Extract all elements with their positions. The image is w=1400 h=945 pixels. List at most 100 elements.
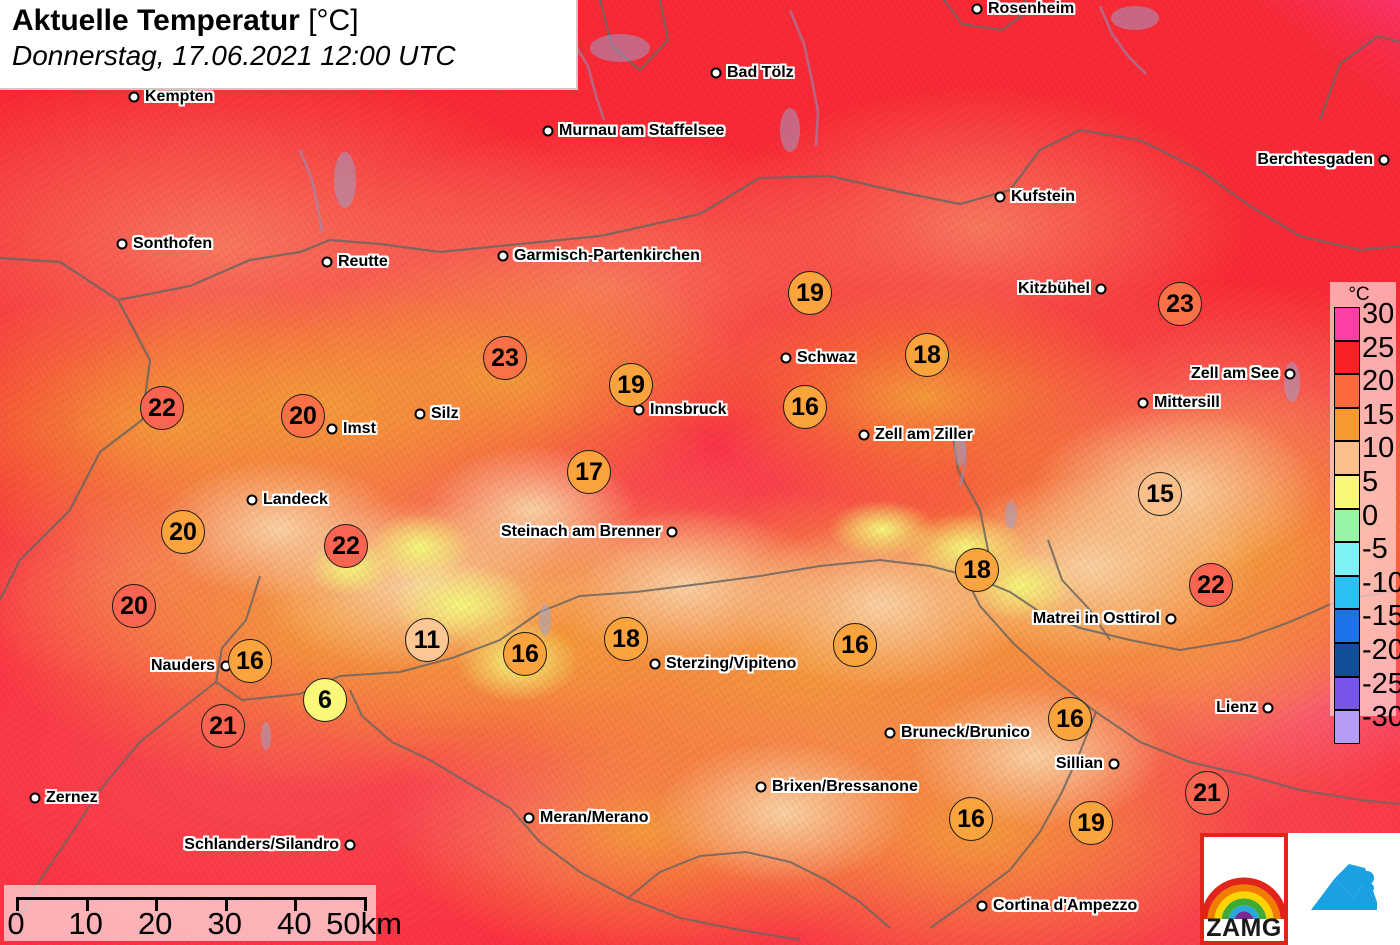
city-dot-icon <box>1284 368 1296 380</box>
legend-color-scale: 30 25 20 15 10 5 0 -5 -10 -15 -20 -25 -30 <box>1330 298 1400 744</box>
city-label: Silz <box>431 405 459 422</box>
city-dot-icon <box>710 67 722 79</box>
city-dot-icon <box>976 900 988 912</box>
city-dot-icon <box>523 812 535 824</box>
city-label: Berchtesgaden <box>1257 151 1373 168</box>
station-temperature-marker[interactable]: 16 <box>833 623 877 667</box>
city-label: Steinach am Brenner <box>500 523 661 540</box>
city-label: Lienz <box>1216 699 1257 716</box>
city-dot-icon <box>858 429 870 441</box>
legend-swatch <box>1334 307 1360 341</box>
scalebar-tick-label: 40 <box>277 906 312 941</box>
station-temperature-marker[interactable]: 15 <box>1138 472 1182 516</box>
station-temperature-marker[interactable]: 6 <box>303 678 347 722</box>
scalebar-tick <box>224 897 228 911</box>
legend-value-label: 30 <box>1362 298 1395 330</box>
regional-borders <box>19 429 1400 941</box>
station-temperature-marker[interactable]: 19 <box>1069 801 1113 845</box>
scalebar-tick-label: 0 <box>7 906 25 941</box>
legend-row: -15 <box>1330 600 1400 643</box>
city-label: Reutte <box>338 253 388 270</box>
station-temperature-marker[interactable]: 22 <box>324 524 368 568</box>
scalebar-tick <box>155 897 159 911</box>
station-temperature-marker[interactable]: 18 <box>604 617 648 661</box>
city-dot-icon <box>1137 397 1149 409</box>
station-temperature-marker[interactable]: 20 <box>161 510 205 554</box>
city-dot-icon <box>321 256 333 268</box>
scalebar-line <box>16 897 364 900</box>
city-label: Kitzbühel <box>1018 280 1090 297</box>
legend-row: -10 <box>1330 567 1400 610</box>
legend-swatch <box>1334 474 1360 509</box>
city-label: Kempten <box>145 88 214 105</box>
station-temperature-marker[interactable]: 23 <box>483 336 527 380</box>
legend-row: 15 <box>1330 399 1396 442</box>
legend-row: 5 <box>1330 466 1396 509</box>
page-title: Aktuelle Temperatur [°C] <box>12 3 566 39</box>
city-dot-icon <box>414 408 426 420</box>
legend-swatch <box>1334 374 1360 408</box>
city-label: Garmisch-Partenkirchen <box>514 247 700 264</box>
city-label: Matrei in Osttirol <box>1032 610 1160 627</box>
station-temperature-marker[interactable]: 16 <box>949 797 993 841</box>
legend-swatch <box>1334 710 1360 744</box>
zamg-logo[interactable]: ZAMG <box>1200 833 1288 945</box>
city-label: Sterzing/Vipiteno <box>666 655 797 672</box>
legend-value-label: 25 <box>1362 331 1395 364</box>
city-dot-icon <box>246 494 258 506</box>
station-temperature-marker[interactable]: 16 <box>783 385 827 429</box>
legend-row: -20 <box>1330 634 1400 677</box>
legend-value-label: 0 <box>1362 499 1379 532</box>
station-temperature-marker[interactable]: 21 <box>1185 771 1229 815</box>
city-dot-icon <box>884 727 896 739</box>
city-dot-icon <box>1378 154 1390 166</box>
station-temperature-marker[interactable]: 21 <box>201 704 245 748</box>
scalebar-tick-label: 30 <box>207 906 243 941</box>
city-label: Zell am Ziller <box>875 426 973 443</box>
station-temperature-marker[interactable]: 20 <box>112 584 156 628</box>
city-label: Brixen/Bressanone <box>772 778 918 795</box>
rainbow-icon <box>1204 859 1284 919</box>
station-temperature-marker[interactable]: 22 <box>140 386 184 430</box>
legend-value-label: 10 <box>1362 432 1395 465</box>
station-temperature-marker[interactable]: 19 <box>788 271 832 315</box>
station-temperature-marker[interactable]: 23 <box>1158 282 1202 326</box>
station-temperature-marker[interactable]: 11 <box>405 618 449 662</box>
city-label: Landeck <box>263 491 328 508</box>
legend-row: 10 <box>1330 432 1396 475</box>
scalebar-tick-label: 10 <box>68 906 103 941</box>
station-temperature-marker[interactable]: 19 <box>609 363 653 407</box>
city-dot-icon <box>128 91 140 103</box>
zamg-wordmark: ZAMG <box>1206 914 1282 942</box>
station-temperature-marker[interactable]: 18 <box>905 333 949 377</box>
city-dot-icon <box>755 781 767 793</box>
legend-swatch <box>1334 575 1360 610</box>
station-temperature-marker[interactable]: 16 <box>228 639 272 683</box>
city-dot-icon <box>633 404 645 416</box>
title-unit: [°C] <box>308 4 359 37</box>
scalebar-tick <box>294 897 298 911</box>
station-temperature-marker[interactable]: 16 <box>503 632 547 676</box>
city-label: Zell am See <box>1190 365 1279 382</box>
legend-row: 30 <box>1330 298 1396 341</box>
station-temperature-marker[interactable]: 18 <box>955 548 999 592</box>
legend-row: -25 <box>1330 668 1400 711</box>
title-datetime: Donnerstag, 17.06.2021 12:00 UTC <box>12 40 456 71</box>
title-main: Aktuelle Temperatur <box>12 4 300 37</box>
city-label: Schwaz <box>797 349 856 366</box>
city-label: Schlanders/Silandro <box>184 836 339 853</box>
station-temperature-marker[interactable]: 20 <box>281 394 325 438</box>
legend-value-label: -30 <box>1362 701 1400 734</box>
mountain-icon <box>1311 864 1377 910</box>
scalebar-tick <box>85 897 89 911</box>
station-temperature-marker[interactable]: 22 <box>1189 563 1233 607</box>
station-temperature-marker[interactable]: 17 <box>567 450 611 494</box>
legend-value-label: 15 <box>1362 398 1395 431</box>
alpine-partner-logo[interactable] <box>1288 833 1400 945</box>
city-label: Meran/Merano <box>540 809 649 826</box>
scalebar-tick-label: 50km <box>326 906 402 941</box>
station-temperature-marker[interactable]: 16 <box>1048 697 1092 741</box>
legend-value-label: -20 <box>1362 633 1400 666</box>
city-label: Murnau am Staffelsee <box>559 122 725 139</box>
